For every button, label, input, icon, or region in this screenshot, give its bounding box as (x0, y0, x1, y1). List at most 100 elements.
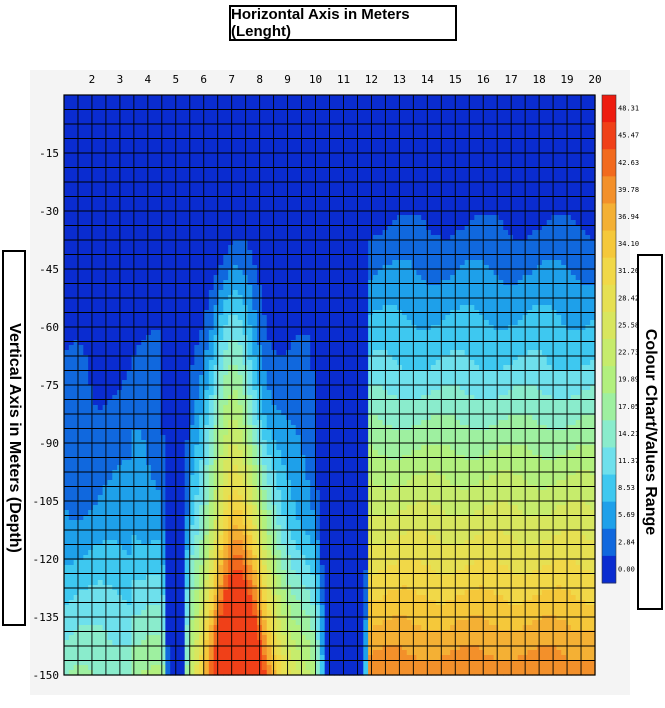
contour-cell (479, 135, 484, 141)
contour-cell (156, 265, 161, 271)
contour-cell (349, 195, 354, 201)
contour-cell (69, 135, 74, 141)
contour-cell (107, 220, 112, 226)
contour-cell (267, 290, 272, 296)
contour-cell (460, 140, 465, 146)
contour-cell (233, 185, 238, 191)
contour-cell (358, 300, 363, 306)
contour-cell (291, 245, 296, 251)
contour-cell (421, 315, 426, 321)
contour-cell (503, 160, 508, 166)
contour-cell (78, 260, 83, 266)
contour-cell (291, 300, 296, 306)
contour-cell (378, 135, 383, 141)
contour-cell (185, 280, 190, 286)
contour-cell (194, 245, 199, 251)
contour-cell (122, 300, 127, 306)
contour-cell (363, 255, 368, 261)
contour-cell (373, 205, 378, 211)
contour-cell (542, 110, 547, 116)
contour-cell (194, 305, 199, 311)
contour-cell (537, 190, 542, 196)
contour-cell (103, 170, 108, 176)
contour-cell (141, 265, 146, 271)
contour-cell (455, 280, 460, 286)
contour-cell (267, 130, 272, 136)
contour-cell (450, 175, 455, 181)
contour-cell (286, 230, 291, 236)
contour-cell (518, 120, 523, 126)
contour-cell (69, 95, 74, 101)
contour-cell (276, 170, 281, 176)
contour-cell (527, 205, 532, 211)
contour-cell (373, 265, 378, 271)
contour-cell (276, 95, 281, 101)
contour-cell (146, 135, 151, 141)
contour-cell (272, 245, 277, 251)
contour-cell (281, 95, 286, 101)
contour-cell (503, 95, 508, 101)
contour-cell (426, 115, 431, 121)
contour-cell (209, 320, 214, 326)
contour-cell (281, 110, 286, 116)
contour-cell (194, 270, 199, 276)
contour-cell (392, 120, 397, 126)
contour-cell (286, 260, 291, 266)
contour-cell (460, 95, 465, 101)
contour-cell (107, 300, 112, 306)
contour-cell (320, 260, 325, 266)
contour-cell (214, 300, 219, 306)
contour-cell (387, 160, 392, 166)
contour-cell (455, 290, 460, 296)
contour-cell (330, 190, 335, 196)
contour-cell (518, 115, 523, 121)
contour-cell (450, 125, 455, 131)
contour-cell (310, 145, 315, 151)
contour-cell (387, 290, 392, 296)
contour-cell (344, 170, 349, 176)
contour-cell (349, 130, 354, 136)
contour-cell (64, 280, 69, 286)
contour-cell (291, 305, 296, 311)
contour-cell (455, 145, 460, 151)
contour-cell (107, 255, 112, 261)
contour-cell (151, 120, 156, 126)
contour-cell (252, 155, 257, 161)
contour-cell (407, 205, 412, 211)
contour-cell (136, 120, 141, 126)
contour-cell (537, 180, 542, 186)
contour-cell (291, 95, 296, 101)
contour-cell (455, 110, 460, 116)
contour-cell (494, 145, 499, 151)
contour-cell (421, 140, 426, 146)
contour-cell (218, 255, 223, 261)
contour-cell (194, 155, 199, 161)
contour-cell (426, 190, 431, 196)
contour-cell (547, 230, 552, 236)
contour-cell (141, 290, 146, 296)
contour-cell (334, 160, 339, 166)
contour-cell (556, 240, 561, 246)
contour-cell (296, 230, 301, 236)
contour-cell (194, 135, 199, 141)
contour-cell (223, 220, 228, 226)
contour-cell (83, 170, 88, 176)
contour-cell (484, 290, 489, 296)
contour-cell (431, 180, 436, 186)
contour-cell (542, 240, 547, 246)
contour-cell (161, 125, 166, 131)
contour-cell (503, 230, 508, 236)
contour-cell (537, 260, 542, 266)
contour-cell (363, 95, 368, 101)
contour-cell (88, 175, 93, 181)
contour-cell (204, 160, 209, 166)
contour-cell (421, 215, 426, 221)
contour-cell (455, 255, 460, 261)
contour-cell (426, 275, 431, 281)
contour-cell (373, 175, 378, 181)
contour-cell (165, 135, 170, 141)
contour-cell (349, 170, 354, 176)
contour-cell (296, 205, 301, 211)
contour-cell (392, 280, 397, 286)
contour-cell (233, 275, 238, 281)
